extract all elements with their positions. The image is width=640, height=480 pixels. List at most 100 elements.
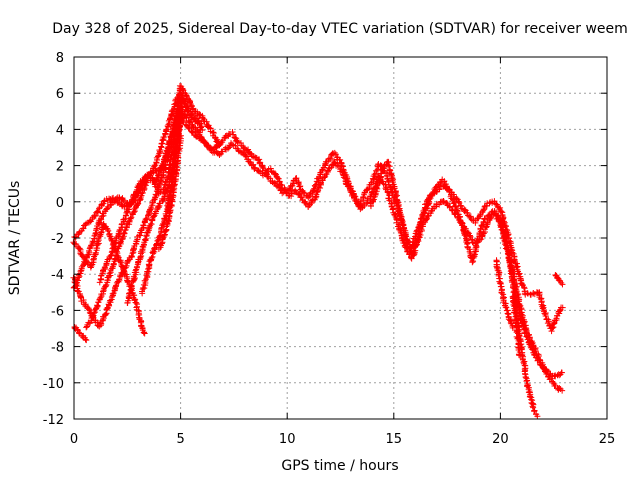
data-point [190, 105, 197, 112]
x-tick-label: 15 [386, 432, 403, 447]
data-point [154, 153, 161, 160]
data-point [337, 156, 344, 163]
data-point [157, 147, 164, 154]
data-series-track-4 [70, 220, 148, 337]
data-point [147, 207, 154, 214]
data-point [119, 234, 126, 241]
data-point [102, 311, 109, 318]
data-point [259, 164, 266, 171]
data-point [109, 290, 116, 297]
data-point [369, 197, 376, 204]
data-point [125, 257, 132, 264]
data-point [161, 156, 168, 163]
data-point [392, 193, 399, 200]
data-point [503, 304, 510, 311]
data-point [417, 219, 424, 226]
data-point [96, 279, 103, 286]
x-tick-label: 25 [599, 432, 616, 447]
data-point [151, 163, 158, 170]
data-point [272, 170, 279, 177]
data-point [498, 290, 505, 297]
data-point [526, 393, 533, 400]
data-point [210, 129, 217, 136]
data-point [339, 168, 346, 175]
data-point [548, 328, 555, 335]
data-point [466, 232, 473, 239]
data-point [107, 252, 114, 259]
data-point [559, 387, 566, 394]
data-series-track-3 [70, 97, 205, 330]
y-tick-label: 0 [56, 196, 64, 211]
grid [74, 57, 607, 419]
data-point [522, 374, 529, 381]
data-point [176, 127, 183, 134]
data-point [128, 214, 135, 221]
data-point [327, 155, 334, 162]
data-point [521, 284, 528, 291]
data-point [281, 186, 288, 193]
data-point [139, 225, 146, 232]
data-point [147, 222, 154, 229]
data-point [187, 118, 194, 125]
data-point [507, 259, 514, 266]
data-point [539, 305, 546, 312]
data-point [126, 289, 133, 296]
y-tick-label: 4 [56, 123, 64, 138]
data-point [250, 161, 257, 168]
data-points [70, 82, 566, 420]
data-point [96, 219, 103, 226]
data-point [82, 336, 89, 343]
data-point [331, 159, 338, 166]
data-point [530, 404, 537, 411]
data-point [105, 227, 112, 234]
data-point [517, 352, 524, 359]
data-point [108, 236, 115, 243]
data-point [558, 369, 565, 376]
x-tick-label: 20 [492, 432, 509, 447]
data-point [488, 209, 495, 216]
data-point [451, 202, 458, 209]
data-point [176, 97, 183, 104]
data-point [559, 281, 566, 288]
data-point [548, 375, 555, 382]
data-point [518, 280, 525, 287]
data-point [300, 189, 307, 196]
data-point [85, 306, 92, 313]
data-point [523, 333, 530, 340]
data-point [198, 134, 205, 141]
data-point [276, 178, 283, 185]
data-point [87, 264, 94, 271]
data-point [497, 283, 504, 290]
data-point [469, 259, 476, 266]
data-point [104, 305, 111, 312]
data-point [274, 175, 281, 182]
data-point [465, 244, 472, 251]
data-point [197, 133, 204, 140]
data-point [295, 179, 302, 186]
data-point [129, 196, 136, 203]
data-point [77, 268, 84, 275]
data-point [283, 189, 290, 196]
data-point [97, 294, 104, 301]
data-point [90, 256, 97, 263]
data-point [129, 250, 136, 257]
data-point [132, 267, 139, 274]
data-point [119, 196, 126, 203]
data-point [95, 208, 102, 215]
data-point [295, 191, 302, 198]
data-point [141, 330, 148, 337]
data-point [466, 248, 473, 255]
data-point [188, 128, 195, 135]
y-tick-label: -6 [51, 304, 64, 319]
data-point [229, 131, 236, 138]
data-series-track-7 [96, 94, 184, 286]
data-point [543, 368, 550, 375]
data-point [106, 270, 113, 277]
data-point [116, 276, 123, 283]
data-point [430, 188, 437, 195]
data-point [158, 140, 165, 147]
data-point [382, 185, 389, 192]
y-tick-label: 2 [56, 160, 64, 175]
data-point [92, 212, 99, 219]
data-point [139, 189, 146, 196]
